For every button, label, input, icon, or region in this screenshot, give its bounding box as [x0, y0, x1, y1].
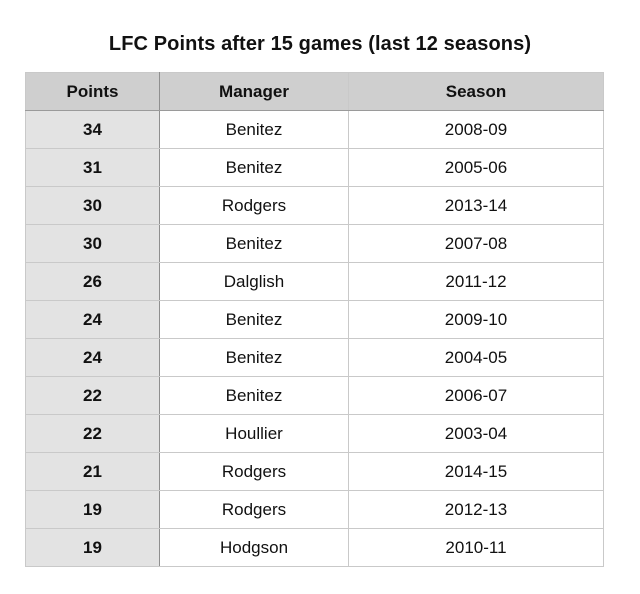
column-header-season: Season: [348, 72, 604, 111]
manager-cell: Benitez: [159, 376, 349, 415]
points-cell: 30: [25, 186, 160, 225]
season-cell: 2003-04: [348, 414, 604, 453]
points-cell: 31: [25, 148, 160, 187]
season-cell: 2011-12: [348, 262, 604, 301]
season-cell: 2012-13: [348, 490, 604, 529]
season-cell: 2006-07: [348, 376, 604, 415]
table-title: LFC Points after 15 games (last 12 seaso…: [108, 33, 532, 55]
season-cell: 2008-09: [348, 110, 604, 149]
table-row: 19 Rodgers 2012-13: [25, 490, 604, 529]
manager-cell: Dalglish: [159, 262, 349, 301]
table-row: 22 Houllier 2003-04: [25, 414, 604, 453]
manager-cell: Benitez: [159, 110, 349, 149]
manager-cell: Benitez: [159, 300, 349, 339]
season-cell: 2013-14: [348, 186, 604, 225]
table-row: 30 Rodgers 2013-14: [25, 186, 604, 225]
points-cell: 26: [25, 262, 160, 301]
manager-cell: Rodgers: [159, 490, 349, 529]
points-cell: 19: [25, 528, 160, 567]
points-cell: 21: [25, 452, 160, 491]
table-row: 31 Benitez 2005-06: [25, 148, 604, 187]
table-row: 21 Rodgers 2014-15: [25, 452, 604, 491]
column-header-manager: Manager: [159, 72, 349, 111]
points-cell: 24: [25, 338, 160, 377]
manager-cell: Rodgers: [159, 186, 349, 225]
season-cell: 2004-05: [348, 338, 604, 377]
season-cell: 2009-10: [348, 300, 604, 339]
manager-cell: Rodgers: [159, 452, 349, 491]
points-cell: 19: [25, 490, 160, 529]
column-header-points: Points: [25, 72, 160, 111]
manager-cell: Benitez: [159, 148, 349, 187]
season-cell: 2010-11: [348, 528, 604, 567]
manager-cell: Benitez: [159, 224, 349, 263]
season-cell: 2007-08: [348, 224, 604, 263]
table-row: 24 Benitez 2004-05: [25, 338, 604, 377]
manager-cell: Benitez: [159, 338, 349, 377]
points-cell: 22: [25, 376, 160, 415]
season-cell: 2014-15: [348, 452, 604, 491]
points-cell: 22: [25, 414, 160, 453]
manager-cell: Hodgson: [159, 528, 349, 567]
manager-cell: Houllier: [159, 414, 349, 453]
points-table: Points Manager Season 34 Benitez 2008-09…: [25, 72, 604, 567]
table-row: 22 Benitez 2006-07: [25, 376, 604, 415]
table-row: 19 Hodgson 2010-11: [25, 528, 604, 567]
points-cell: 30: [25, 224, 160, 263]
points-cell: 34: [25, 110, 160, 149]
table-row: 30 Benitez 2007-08: [25, 224, 604, 263]
header-row: Points Manager Season: [25, 72, 604, 111]
points-cell: 24: [25, 300, 160, 339]
table-row: 24 Benitez 2009-10: [25, 300, 604, 339]
table-row: 34 Benitez 2008-09: [25, 110, 604, 149]
table-row: 26 Dalglish 2011-12: [25, 262, 604, 301]
season-cell: 2005-06: [348, 148, 604, 187]
